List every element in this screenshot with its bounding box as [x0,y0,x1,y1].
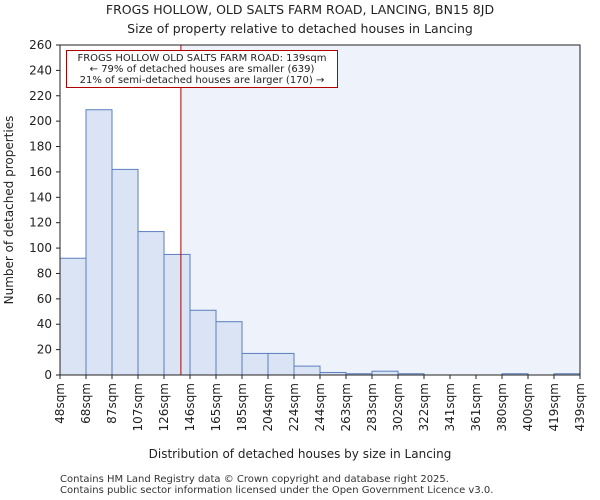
y-tick-label: 200 [29,114,52,128]
bar-283sqm [371,370,399,376]
x-tick-label: 283sqm [365,383,379,431]
y-tick-label: 80 [37,266,52,280]
x-axis-label: Distribution of detached houses by size … [149,447,452,461]
y-tick-label: 100 [29,241,52,255]
x-tick-label: 204sqm [261,383,275,431]
y-tick-label: 160 [29,165,52,179]
x-tick-label: 263sqm [339,383,353,431]
x-tick-label: 439sqm [573,383,587,431]
x-tick-label: 341sqm [443,383,457,431]
x-tick-label: 126sqm [157,383,171,431]
bar-68sqm [85,109,113,376]
bar-146sqm [189,309,217,376]
bar-224sqm [293,365,321,376]
annotation-line-2: ← 79% of detached houses are smaller (63… [89,64,315,75]
footer-line-2: Contains public sector information licen… [60,485,494,496]
chart-subtitle: Size of property relative to detached ho… [127,21,473,36]
bar-87sqm [111,168,139,376]
x-tick-label: 107sqm [131,383,145,431]
y-axis-label: Number of detached properties [2,116,16,305]
y-tick-label: 260 [29,38,52,52]
y-tick-label: 220 [29,89,52,103]
x-tick-label: 48sqm [53,383,67,424]
x-tick-label: 87sqm [105,383,119,424]
y-ticks-group: 0 20 40 60 80 100 120 140 160 180 200 220 240 260 [29,38,60,382]
y-tick-label: 0 [44,368,52,382]
annotation-line-3: 21% of semi-detached houses are larger (… [79,75,325,86]
annotation-box: FROGS HOLLOW OLD SALTS FARM ROAD: 139sqm… [66,50,338,88]
bar-185sqm [241,352,269,376]
annotation-line-1: FROGS HOLLOW OLD SALTS FARM ROAD: 139sqm [77,53,327,64]
x-tick-label: 244sqm [313,383,327,431]
y-tick-label: 240 [29,63,52,77]
x-tick-label: 322sqm [417,383,431,431]
x-tick-label: 302sqm [391,383,405,431]
y-tick-label: 40 [37,317,52,331]
bars-group [59,109,581,376]
larger-properties-shade [180,45,580,375]
bar-48sqm [59,257,87,376]
x-tick-label: 146sqm [183,383,197,431]
x-tick-label: 400sqm [521,383,535,431]
bar-107sqm [137,231,165,376]
y-tick-label: 180 [29,140,52,154]
bar-165sqm [215,321,243,376]
y-tick-label: 20 [37,343,52,357]
bar-126sqm [163,253,191,376]
x-tick-label: 224sqm [287,383,301,431]
y-tick-label: 60 [37,292,52,306]
y-tick-label: 140 [29,190,52,204]
x-tick-label: 361sqm [469,383,483,431]
footer-line-1: Contains HM Land Registry data © Crown c… [60,474,449,485]
x-ticks-group: 48sqm 68sqm 87sqm 107sqm 126sqm 146sqm 165sqm 1… [53,375,587,431]
x-tick-label: 185sqm [235,383,249,431]
y-tick-label: 120 [29,216,52,230]
x-tick-label: 419sqm [547,383,561,431]
bar-204sqm [267,352,295,376]
x-tick-label: 380sqm [495,383,509,431]
chart-title: FROGS HOLLOW, OLD SALTS FARM ROAD, LANCI… [106,2,494,17]
x-tick-label: 68sqm [79,383,93,424]
x-tick-label: 165sqm [209,383,223,431]
